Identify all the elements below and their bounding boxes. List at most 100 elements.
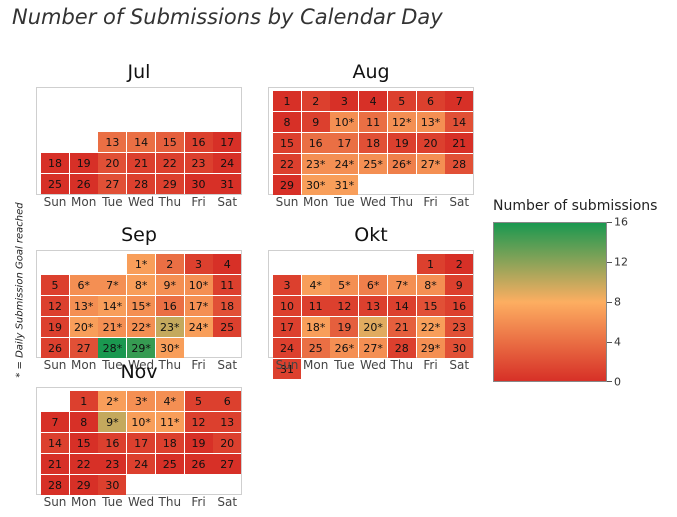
- weekday-label: Fri: [191, 358, 206, 372]
- day-cell: 16: [184, 132, 213, 152]
- day-cell: 29*: [416, 338, 445, 358]
- day-cell: 21*: [98, 317, 127, 337]
- day-cell: 18: [213, 296, 242, 316]
- colorbar-tick-label: 8: [614, 295, 621, 309]
- day-cell: 27: [213, 454, 242, 474]
- day-cell: 27*: [416, 154, 445, 174]
- weekday-label: Sun: [43, 495, 67, 509]
- month-title-aug: Aug: [352, 61, 390, 83]
- day-cell: 5: [184, 391, 213, 411]
- weekday-label: Sun: [275, 358, 299, 372]
- colorbar-tick-mark: [607, 222, 612, 223]
- weekday-label: Wed: [360, 195, 387, 209]
- day-cell: 25*: [359, 154, 388, 174]
- day-cell: 19: [387, 133, 416, 153]
- day-cell: 7*: [387, 275, 416, 295]
- day-cell: 25: [301, 338, 330, 358]
- weekday-label: Sat: [449, 195, 470, 209]
- weekday-label: Mon: [303, 358, 329, 372]
- weekday-label: Fri: [423, 195, 438, 209]
- day-cell: 3: [273, 275, 301, 295]
- weekday-label: Sat: [449, 358, 470, 372]
- colorbar-tick-mark: [607, 381, 612, 382]
- colorbar-title: Number of submissions: [493, 198, 658, 214]
- day-cell: 20*: [69, 317, 98, 337]
- colorbar-tick-mark: [607, 262, 612, 263]
- month-title-okt: Okt: [354, 224, 388, 246]
- day-cell: 15: [273, 133, 301, 153]
- day-cell: 5: [387, 91, 416, 111]
- day-cell: 3*: [127, 391, 156, 411]
- weekday-label: Wed: [360, 358, 387, 372]
- day-cell: 29: [273, 175, 301, 195]
- day-cell: 10*: [127, 412, 156, 432]
- day-cell: 11: [359, 112, 388, 132]
- day-cell: 28: [445, 154, 474, 174]
- day-cell: 21: [387, 317, 416, 337]
- day-cell: 9: [445, 275, 474, 295]
- day-cell: 18: [155, 433, 184, 453]
- weekday-label: Thu: [158, 195, 182, 209]
- day-cell: 8: [273, 112, 301, 132]
- day-cell: 23*: [155, 317, 184, 337]
- day-cell: 20: [213, 433, 242, 453]
- day-cell: 28: [127, 174, 156, 194]
- day-cell: 24*: [330, 154, 359, 174]
- day-cell: 8*: [416, 275, 445, 295]
- day-cell: 18*: [301, 317, 330, 337]
- weekday-label: Fri: [191, 195, 206, 209]
- day-cell: 31: [273, 359, 301, 379]
- day-cell: 21: [127, 153, 156, 173]
- weekday-label: Mon: [71, 195, 97, 209]
- day-cell: 14*: [98, 296, 127, 316]
- day-cell: 26*: [387, 154, 416, 174]
- day-cell: 30*: [301, 175, 330, 195]
- day-cell: 1: [416, 254, 445, 274]
- day-cell: 1: [69, 391, 98, 411]
- day-cell: 30: [184, 174, 213, 194]
- month-title-jul: Jul: [127, 61, 151, 83]
- weekday-label: Thu: [390, 358, 414, 372]
- weekday-label: Tue: [334, 358, 355, 372]
- day-cell: 26: [184, 454, 213, 474]
- day-cell: 25: [213, 317, 242, 337]
- day-cell: 9*: [155, 275, 184, 295]
- day-cell: 6*: [69, 275, 98, 295]
- day-cell: 31: [213, 174, 242, 194]
- day-cell: 3: [330, 91, 359, 111]
- weekday-label: Tue: [334, 195, 355, 209]
- day-cell: 17: [330, 133, 359, 153]
- colorbar-tick-label: 16: [614, 215, 628, 229]
- colorbar: [493, 222, 607, 382]
- weekday-label: Mon: [71, 495, 97, 509]
- day-cell: 24: [273, 338, 301, 358]
- weekday-label: Sun: [43, 195, 67, 209]
- day-cell: 11: [213, 275, 242, 295]
- day-cell: 26: [69, 174, 98, 194]
- day-cell: 9: [301, 112, 330, 132]
- day-cell: 8: [69, 412, 98, 432]
- day-cell: 16: [301, 133, 330, 153]
- day-cell: 22: [69, 454, 98, 474]
- day-cell: 13*: [416, 112, 445, 132]
- day-cell: 12*: [387, 112, 416, 132]
- day-cell: 1*: [127, 254, 156, 274]
- day-cell: 16: [98, 433, 127, 453]
- day-cell: 19: [69, 153, 98, 173]
- day-cell: 13: [359, 296, 388, 316]
- day-cell: 7: [445, 91, 474, 111]
- weekday-label: Fri: [191, 495, 206, 509]
- day-cell: 14: [445, 112, 474, 132]
- day-cell: 11: [301, 296, 330, 316]
- weekday-label: Wed: [128, 358, 155, 372]
- day-cell: 17: [127, 433, 156, 453]
- day-cell: 16: [445, 296, 474, 316]
- day-cell: 2: [301, 91, 330, 111]
- weekday-label: Tue: [102, 358, 123, 372]
- day-cell: 14: [127, 132, 156, 152]
- day-cell: 16: [155, 296, 184, 316]
- month-title-sep: Sep: [121, 224, 157, 246]
- day-cell: 26*: [330, 338, 359, 358]
- weekday-label: Wed: [128, 495, 155, 509]
- weekday-label: Wed: [128, 195, 155, 209]
